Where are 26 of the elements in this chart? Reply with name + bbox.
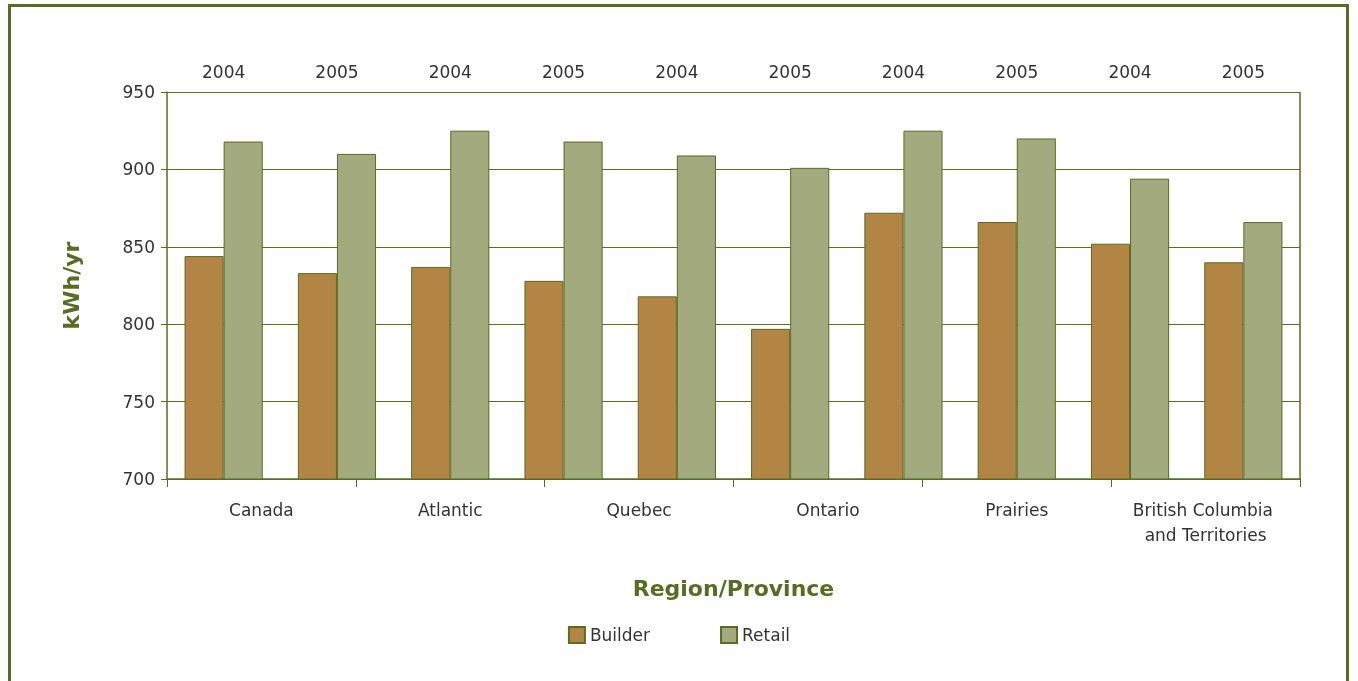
y-tick-label: 950 — [122, 82, 155, 102]
x-tick-label: 2004 — [1108, 61, 1152, 82]
text: British Columbia and Territories — [1132, 499, 1279, 545]
x-tick-label: 2004 — [428, 61, 472, 82]
legend-label: Builder — [589, 625, 651, 645]
y-tick-label: 800 — [122, 314, 155, 335]
text: Quebec — [606, 499, 672, 520]
y-tick-label: 700 — [122, 469, 155, 489]
x-axis-title: Region/Province — [632, 575, 835, 601]
y-tick-label: 750 — [122, 391, 155, 412]
text: Atlantic — [417, 499, 483, 520]
text: Canada — [229, 499, 294, 520]
x-tick-label: 2004 — [202, 61, 246, 82]
x-tick-label: 2005 — [1221, 61, 1265, 82]
text: Prairies — [985, 499, 1049, 520]
text: Ontario — [796, 499, 860, 520]
x-tick-label: 2005 — [315, 61, 359, 82]
x-tick-label: 2005 — [541, 61, 586, 82]
x-tick-label: 2004 — [655, 61, 699, 82]
x-tick-label: 2004 — [881, 61, 926, 82]
y-tick-label: 900 — [122, 159, 155, 180]
y-tick-label: 850 — [122, 236, 155, 257]
x-tick-label: 2005 — [768, 61, 812, 82]
legend-label: Retail — [742, 625, 791, 645]
x-tick-label: 2005 — [995, 61, 1039, 82]
y-axis-title: kWh/yr — [58, 241, 84, 330]
